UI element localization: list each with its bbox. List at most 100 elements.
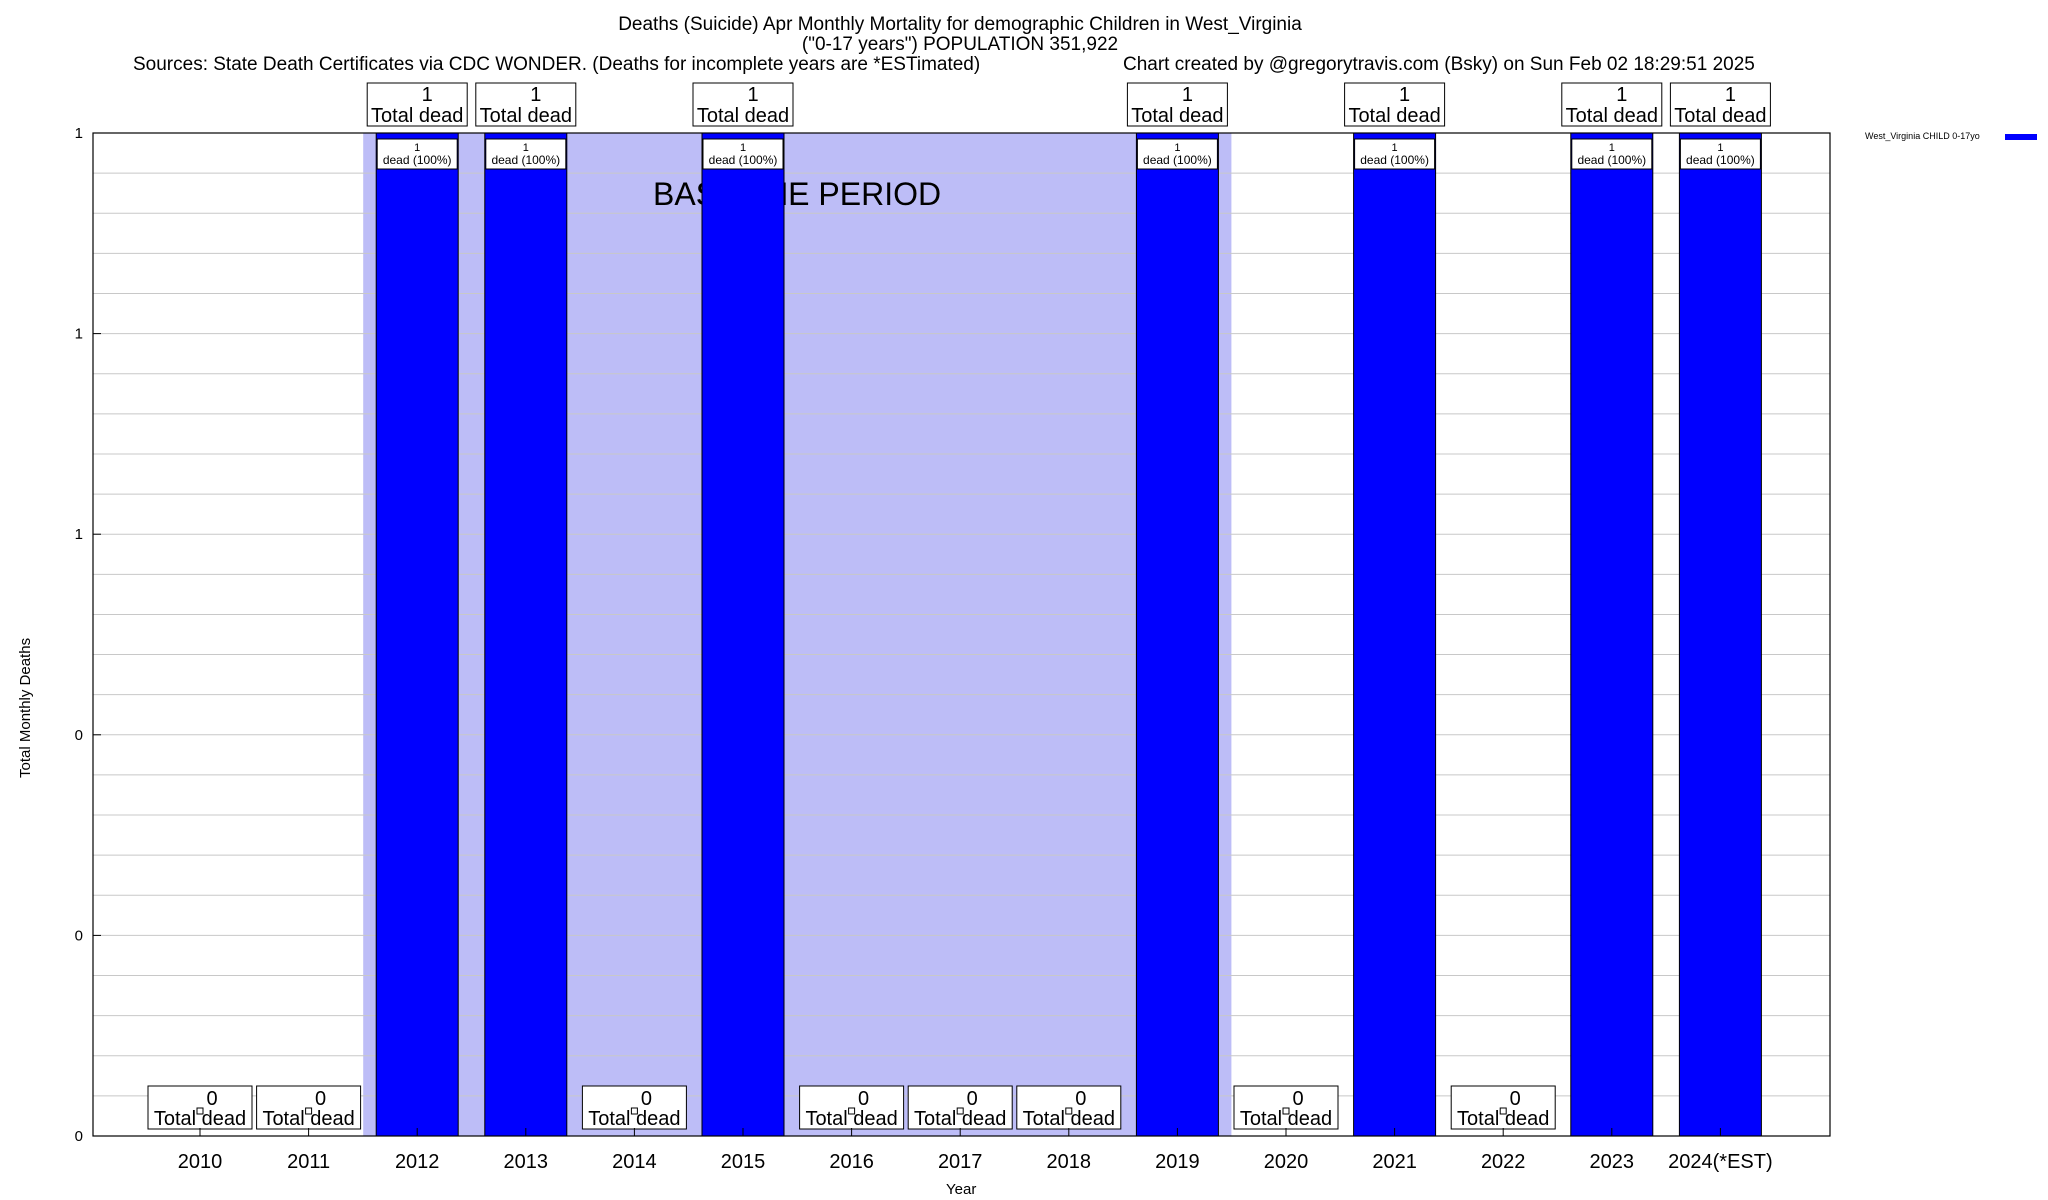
- bar: [1570, 132, 1654, 1137]
- zero-point-marker: [196, 1107, 204, 1115]
- total-label-text: Total dead: [1566, 105, 1658, 127]
- total-label-number: 1: [1182, 84, 1193, 106]
- zero-point-marker: [1282, 1107, 1290, 1115]
- bar: [1678, 132, 1762, 1137]
- bar: [484, 132, 568, 1137]
- bar: [1135, 132, 1219, 1137]
- zero-point-marker: [848, 1107, 856, 1115]
- zero-point-marker: [956, 1107, 964, 1115]
- total-label-box: [366, 82, 468, 127]
- x-tick-label: 2012: [395, 1151, 440, 1173]
- chart-title: Deaths (Suicide) Apr Monthly Mortality f…: [618, 14, 1302, 35]
- bar: [1353, 132, 1437, 1137]
- total-label-box: [1126, 82, 1228, 127]
- x-axis-label: Year: [946, 1181, 977, 1198]
- bar-label-box: [702, 138, 784, 170]
- chart-sources: Sources: State Death Certificates via CD…: [133, 54, 981, 75]
- bar-label-box: [1136, 138, 1218, 170]
- total-label-number: 1: [530, 84, 541, 106]
- zero-point-marker: [1499, 1107, 1507, 1115]
- x-tick-label: 2017: [938, 1151, 983, 1173]
- total-label-text: Total dead: [1674, 105, 1766, 127]
- total-label-text: Total dead: [588, 1108, 680, 1130]
- bar-label-count: 1: [523, 142, 529, 154]
- bar-label-count: 1: [414, 142, 420, 154]
- x-tick-label: 2019: [1155, 1151, 1200, 1173]
- x-tick-label: 2022: [1481, 1151, 1526, 1173]
- bar-label-count: 1: [1609, 142, 1615, 154]
- total-label-text: Total dead: [1131, 105, 1223, 127]
- x-tick-label: 2016: [829, 1151, 874, 1173]
- total-label-text: Total dead: [914, 1108, 1006, 1130]
- total-label-text: Total dead: [805, 1108, 897, 1130]
- bar-label-percent: dead (100%): [491, 153, 560, 167]
- total-label-text: Total dead: [480, 105, 572, 127]
- baseline-period-label: BASELINE PERIOD: [653, 176, 941, 212]
- total-label-number: 0: [1510, 1088, 1521, 1110]
- bar-label-percent: dead (100%): [709, 153, 778, 167]
- bar-label-percent: dead (100%): [1686, 153, 1755, 167]
- bar-label-count: 1: [740, 142, 746, 154]
- x-tick-label: 2021: [1372, 1151, 1417, 1173]
- total-label-number: 0: [206, 1088, 217, 1110]
- bar: [701, 132, 785, 1137]
- total-label-number: 0: [858, 1088, 869, 1110]
- x-tick-label: 2014: [612, 1151, 657, 1173]
- zero-point-marker: [305, 1107, 313, 1115]
- total-label-number: 0: [315, 1088, 326, 1110]
- total-label-number: 0: [1075, 1088, 1086, 1110]
- y-tick-label: 0: [75, 1128, 83, 1145]
- x-tick-label: 2015: [721, 1151, 766, 1173]
- zero-point-marker: [1065, 1107, 1073, 1115]
- total-label-box: [475, 82, 577, 127]
- total-label-text: Total dead: [1240, 1108, 1332, 1130]
- total-label-box: [692, 82, 794, 127]
- x-tick-label: 2013: [504, 1151, 549, 1173]
- bar-label-box: [376, 138, 458, 170]
- total-label-number: 0: [1292, 1088, 1303, 1110]
- x-tick-label: 2023: [1590, 1151, 1635, 1173]
- x-tick-label: 2018: [1047, 1151, 1092, 1173]
- x-tick-label: 2010: [178, 1151, 223, 1173]
- total-label-text: Total dead: [1348, 105, 1440, 127]
- total-label-text: Total dead: [262, 1108, 354, 1130]
- bar-label-count: 1: [1717, 142, 1723, 154]
- total-label-number: 1: [1725, 84, 1736, 106]
- total-label-text: Total dead: [371, 105, 463, 127]
- total-label-number: 0: [641, 1088, 652, 1110]
- bar-label-percent: dead (100%): [1360, 153, 1429, 167]
- bar-label-percent: dead (100%): [1143, 153, 1212, 167]
- y-tick-label: 1: [75, 326, 83, 343]
- y-tick-label: 1: [75, 526, 83, 543]
- bar-label-box: [485, 138, 567, 170]
- bar-label-percent: dead (100%): [1577, 153, 1646, 167]
- bar: [375, 132, 459, 1137]
- chart-credit: Chart created by @gregorytravis.com (Bsk…: [1123, 54, 1755, 75]
- bar-label-count: 1: [1392, 142, 1398, 154]
- total-label-number: 1: [1399, 84, 1410, 106]
- total-label-number: 1: [1616, 84, 1627, 106]
- bar-label-percent: dead (100%): [383, 153, 452, 167]
- bar-label-count: 1: [1174, 142, 1180, 154]
- x-tick-label: 2024(*EST): [1668, 1151, 1773, 1173]
- total-label-text: Total dead: [1023, 1108, 1115, 1130]
- legend-swatch: [2005, 134, 2037, 140]
- x-tick-label: 2020: [1264, 1151, 1309, 1173]
- total-label-box: [1561, 82, 1663, 127]
- total-label-text: Total dead: [1457, 1108, 1549, 1130]
- zero-point-marker: [630, 1107, 638, 1115]
- total-label-number: 1: [747, 84, 758, 106]
- total-label-text: Total dead: [697, 105, 789, 127]
- bar-label-box: [1679, 138, 1761, 170]
- chart-subtitle: ("0-17 years") POPULATION 351,922: [801, 34, 1119, 55]
- plot-border: [92, 132, 1831, 1137]
- y-tick-label: 0: [75, 727, 83, 744]
- total-label-number: 0: [967, 1088, 978, 1110]
- bar-label-box: [1571, 138, 1653, 170]
- y-tick-label: 1: [75, 125, 83, 142]
- total-label-text: Total dead: [154, 1108, 246, 1130]
- total-label-box: [1669, 82, 1771, 127]
- total-label-box: [1344, 82, 1446, 127]
- x-tick-label: 2011: [287, 1151, 330, 1173]
